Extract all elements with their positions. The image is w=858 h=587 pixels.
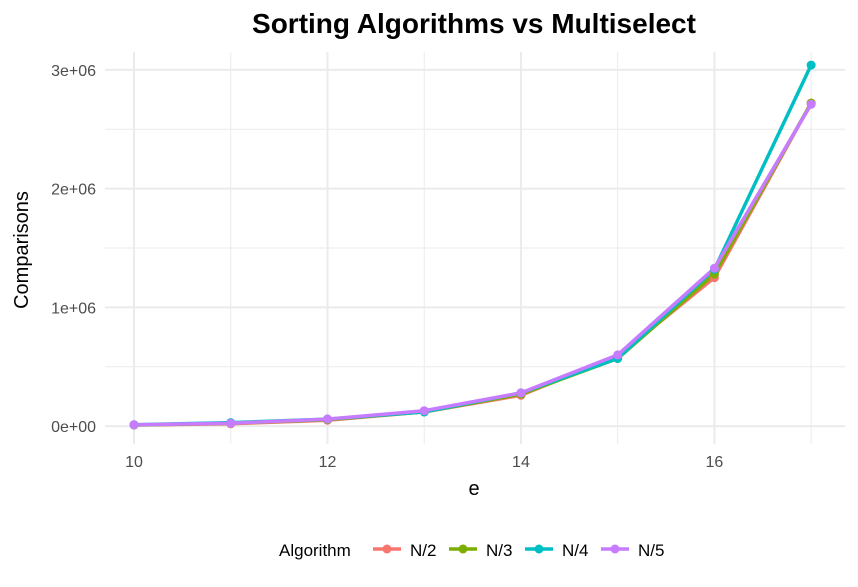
series-layer	[129, 60, 816, 430]
series-line-n-2	[132, 101, 813, 427]
legend-label-n-5: N/5	[638, 541, 664, 560]
data-point-n-5	[806, 99, 816, 109]
legend-key-n-4	[525, 544, 553, 554]
x-axis-ticks: 10 12 14 16	[125, 454, 723, 471]
x-tick-label: 14	[512, 454, 530, 471]
legend-label-n-3: N/3	[486, 541, 512, 560]
series-line-n-4	[132, 63, 813, 427]
legend-key-point	[534, 544, 544, 554]
data-point-n-5	[419, 406, 429, 416]
legend-key-n-3	[449, 544, 477, 554]
data-point-n-5	[709, 263, 719, 273]
y-axis-title: Comparisons	[11, 191, 33, 309]
series-line-n-3	[132, 101, 813, 427]
y-axis-ticks: 0e+00 1e+06 2e+06 3e+06	[51, 63, 96, 436]
legend-label-n-2: N/2	[410, 541, 436, 560]
data-point-n-5	[613, 350, 623, 360]
legend-title: Algorithm	[279, 541, 351, 560]
legend-key-point	[610, 544, 620, 554]
legend-label-n-4: N/4	[562, 541, 588, 560]
x-tick-label: 10	[125, 454, 143, 471]
y-tick-label: 3e+06	[51, 63, 96, 80]
data-point-n-5	[516, 388, 526, 398]
legend: Algorithm N/2 N/3 N/4 N/5	[279, 541, 664, 560]
series-line-n-5	[132, 102, 813, 427]
data-point-n-5	[129, 420, 139, 430]
legend-key-n-2	[373, 544, 401, 554]
x-axis-title: e	[468, 478, 479, 500]
legend-key-point	[458, 544, 468, 554]
y-tick-label: 2e+06	[51, 182, 96, 199]
grid	[105, 52, 845, 444]
data-point-n-5	[322, 414, 332, 424]
chart-title: Sorting Algorithms vs Multiselect	[252, 8, 696, 39]
x-tick-label: 16	[706, 454, 724, 471]
legend-key-n-5	[601, 544, 629, 554]
x-tick-label: 12	[319, 454, 337, 471]
y-tick-label: 1e+06	[51, 300, 96, 317]
data-point-n-4	[806, 60, 816, 70]
data-point-n-5	[226, 418, 236, 428]
legend-key-point	[382, 544, 392, 554]
y-tick-label: 0e+00	[51, 419, 96, 436]
